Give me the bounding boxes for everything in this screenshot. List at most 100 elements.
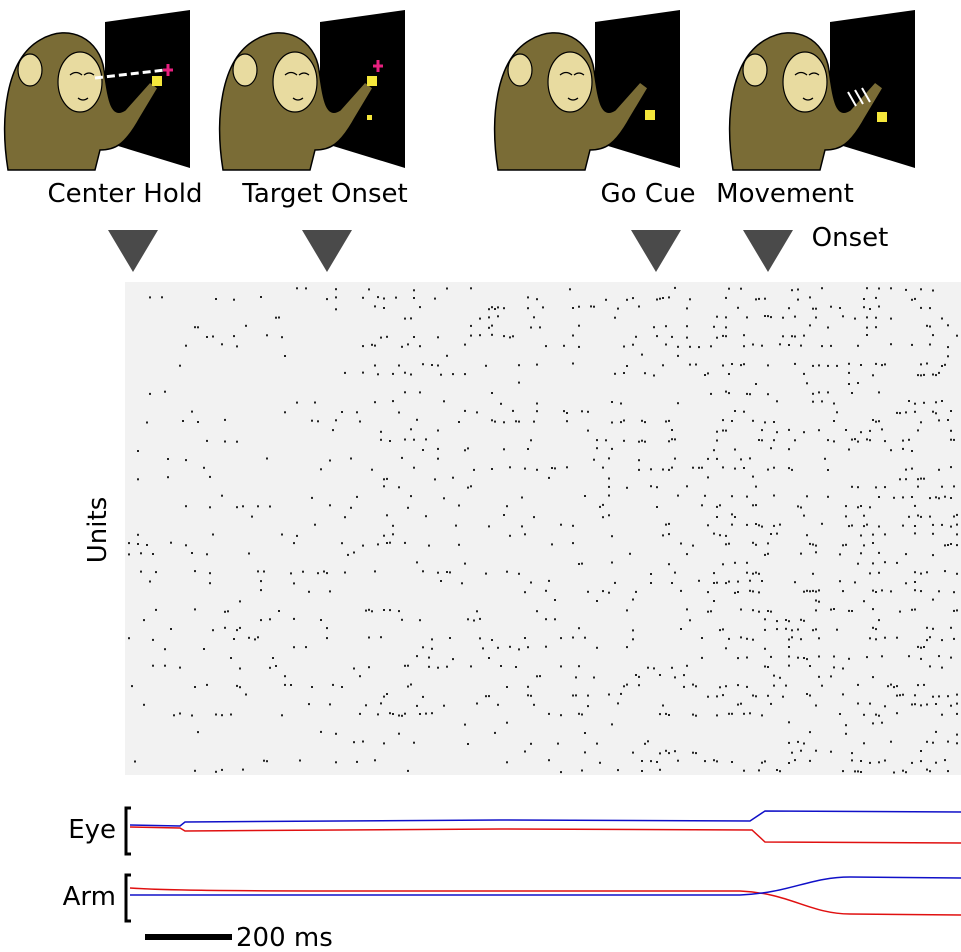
spike [197, 326, 199, 329]
spike [386, 335, 388, 338]
spike [956, 712, 958, 715]
spike [128, 553, 130, 556]
spike [293, 646, 295, 649]
spike [845, 724, 847, 727]
spike [221, 343, 223, 346]
spike [671, 438, 673, 441]
spike [479, 617, 481, 620]
spike [500, 402, 502, 405]
spike [767, 552, 769, 555]
spike [491, 392, 493, 394]
spike [860, 760, 862, 762]
spike [956, 334, 958, 337]
spike [884, 440, 886, 443]
spike [716, 439, 718, 442]
spike [788, 307, 790, 310]
spike [836, 364, 838, 367]
spike [416, 655, 418, 658]
spike [317, 420, 319, 423]
spike [914, 608, 916, 611]
spike [485, 695, 487, 698]
spike [671, 582, 673, 584]
spike [665, 343, 667, 346]
spike [608, 457, 610, 460]
spike [605, 298, 607, 301]
spike [530, 439, 532, 442]
spike [332, 683, 334, 686]
spike [554, 467, 556, 470]
spike [734, 467, 736, 470]
spike [674, 571, 676, 574]
spike [785, 627, 787, 630]
spike [737, 703, 739, 706]
spike [608, 494, 610, 497]
spike [464, 409, 466, 412]
spike [719, 686, 721, 689]
spike [917, 429, 919, 432]
spike [791, 751, 793, 754]
spike [878, 761, 880, 764]
spike [818, 589, 820, 592]
spike [950, 429, 952, 432]
spike [209, 506, 211, 509]
spike [944, 570, 946, 573]
spike [419, 619, 421, 622]
spike [686, 553, 688, 556]
spike [410, 317, 412, 320]
spike [728, 580, 730, 583]
spike [788, 467, 790, 470]
spike [320, 730, 322, 733]
spike [947, 544, 949, 546]
spike [662, 468, 664, 471]
spike [914, 532, 916, 535]
spike [293, 582, 295, 585]
spike [359, 675, 361, 678]
spike [470, 324, 472, 327]
spike [575, 676, 577, 679]
spike [401, 714, 403, 717]
spike [263, 570, 265, 573]
spike [413, 466, 415, 469]
spike [677, 759, 679, 762]
spike [680, 589, 682, 592]
spike [452, 658, 454, 661]
spike [137, 450, 139, 452]
spike [932, 532, 934, 535]
spike [752, 609, 754, 612]
spike [803, 657, 805, 659]
spike [665, 523, 667, 526]
spike [632, 598, 634, 601]
spike [737, 591, 739, 593]
spike [788, 428, 790, 431]
spike [692, 544, 694, 547]
spike [818, 637, 820, 640]
spike [563, 410, 565, 413]
spike [800, 344, 802, 347]
spike [800, 506, 802, 509]
spike [245, 693, 247, 696]
spike [383, 534, 385, 537]
spike [575, 694, 577, 697]
spike [923, 683, 925, 686]
spike [785, 619, 787, 621]
spike [362, 740, 364, 743]
spike [281, 336, 283, 339]
spike [221, 768, 223, 771]
spike [692, 683, 694, 686]
spike [767, 666, 769, 668]
spike [797, 656, 799, 659]
spike [545, 645, 547, 648]
spike [752, 343, 754, 346]
spike [587, 694, 589, 697]
spike [185, 544, 187, 547]
spike [818, 429, 820, 432]
spike [731, 513, 733, 516]
spike [695, 363, 697, 366]
spike [872, 419, 874, 421]
spike [944, 495, 946, 498]
spike [851, 392, 853, 394]
spike [413, 289, 415, 292]
spike [626, 298, 628, 301]
spike [737, 306, 739, 309]
spike [410, 495, 412, 498]
